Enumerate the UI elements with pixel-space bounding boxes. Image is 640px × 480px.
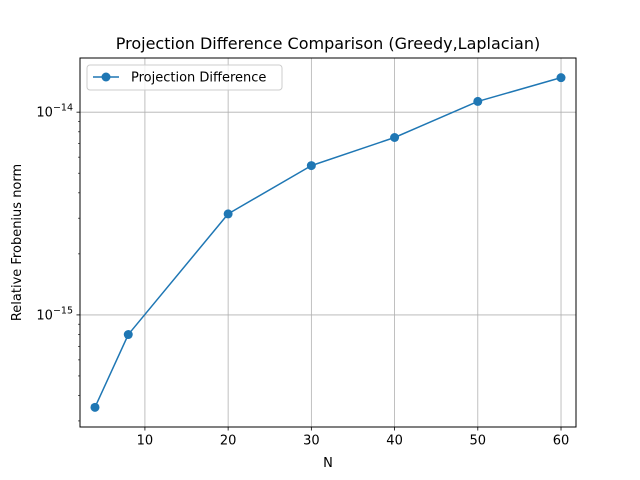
y-tick-label: 10−15	[36, 305, 73, 323]
y-tick-label: 10−14	[36, 103, 73, 121]
major-ticks	[76, 111, 562, 431]
data-point	[473, 96, 483, 106]
chart-title: Projection Difference Comparison (Greedy…	[116, 34, 540, 53]
y-axis-label: Relative Frobenius norm	[10, 164, 25, 321]
series	[90, 73, 566, 412]
x-tick-label: 40	[386, 434, 403, 449]
grid	[80, 58, 576, 427]
legend-box	[86, 64, 283, 91]
plot-frame	[79, 57, 577, 428]
x-tick-label: 60	[553, 434, 570, 449]
data-point	[90, 402, 100, 412]
x-tick-label: 30	[303, 434, 320, 449]
x-tick-label: 20	[220, 434, 237, 449]
x-tick-label: 10	[137, 434, 154, 449]
x-tick-labels: 10 20 30 40 50 60	[137, 434, 570, 449]
data-point	[123, 330, 133, 340]
data-point	[223, 209, 233, 219]
legend: Projection Difference	[86, 64, 283, 91]
y-tick-labels: 10−15 10−14	[36, 103, 73, 324]
plot-area-background	[80, 58, 576, 427]
data-point	[306, 161, 316, 171]
data-point	[556, 73, 566, 83]
x-axis-label: N	[323, 456, 333, 471]
legend-entry-label: Projection Difference	[131, 71, 266, 86]
data-point	[390, 132, 400, 142]
legend-marker-swatch	[101, 72, 111, 82]
x-tick-label: 50	[470, 434, 487, 449]
